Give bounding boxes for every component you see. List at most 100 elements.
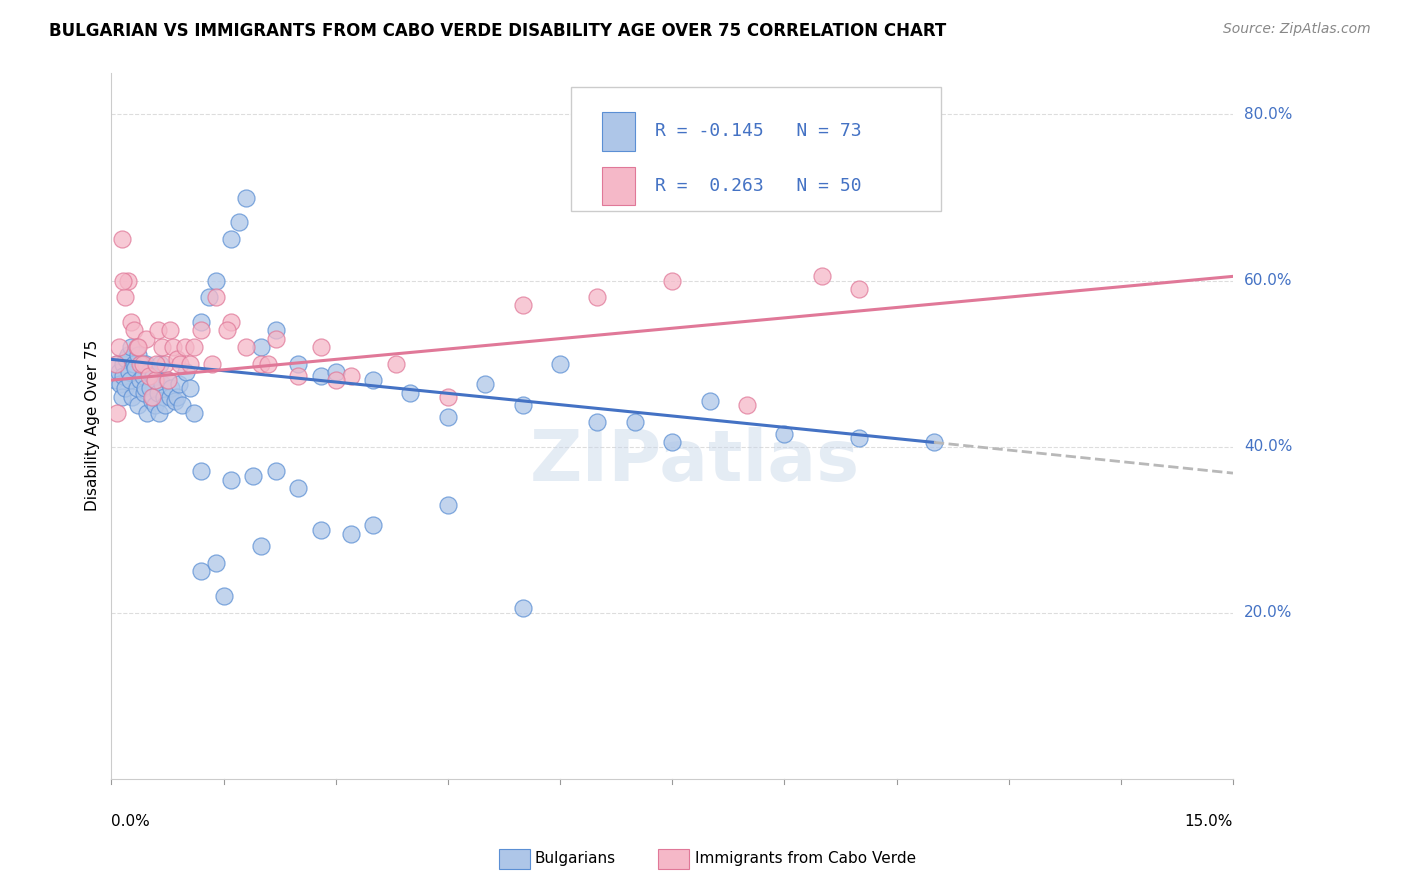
Point (135, 332, 157, 346)
Point (141, 390, 163, 404)
Point (156, 373, 179, 387)
Point (848, 282, 870, 296)
Point (235, 190, 257, 204)
Point (167, 377, 190, 392)
Point (437, 410, 460, 425)
Y-axis label: Disability Age Over 75: Disability Age Over 75 (86, 340, 100, 511)
Point (125, 381, 148, 395)
Point (135, 357, 157, 371)
Point (190, 465, 212, 479)
Point (127, 398, 149, 412)
Point (160, 381, 183, 395)
Text: BULGARIAN VS IMMIGRANTS FROM CABO VERDE DISABILITY AGE OVER 75 CORRELATION CHART: BULGARIAN VS IMMIGRANTS FROM CABO VERDE … (49, 22, 946, 40)
Point (183, 406, 205, 420)
Point (325, 365, 347, 379)
Text: 0.0%: 0.0% (111, 814, 150, 829)
Point (131, 357, 153, 371)
Point (242, 468, 264, 483)
Point (105, 357, 128, 371)
Point (136, 406, 159, 420)
Point (112, 273, 135, 287)
Text: 80.0%: 80.0% (1244, 107, 1292, 122)
Point (172, 398, 194, 412)
Point (146, 385, 169, 400)
Point (179, 381, 201, 395)
Point (922, 435, 945, 450)
Text: ZIPatlas: ZIPatlas (530, 426, 859, 496)
Text: R = -0.145   N = 73: R = -0.145 N = 73 (655, 122, 862, 140)
Point (124, 360, 146, 375)
Point (735, 398, 758, 412)
Point (179, 357, 201, 371)
Point (132, 369, 155, 384)
Point (148, 406, 170, 420)
Point (512, 601, 534, 615)
Point (773, 427, 796, 442)
Point (138, 365, 160, 379)
Point (125, 340, 148, 354)
FancyBboxPatch shape (602, 167, 636, 205)
Point (205, 290, 228, 304)
Point (848, 431, 870, 445)
Point (138, 369, 160, 384)
Point (309, 340, 332, 354)
Point (118, 365, 141, 379)
Point (157, 373, 180, 387)
Point (287, 357, 309, 371)
Point (287, 369, 309, 384)
Text: 40.0%: 40.0% (1244, 439, 1292, 454)
Point (699, 393, 721, 408)
Point (142, 390, 165, 404)
Point (155, 398, 177, 412)
Point (134, 385, 156, 400)
Point (512, 398, 534, 412)
Point (112, 369, 135, 384)
Text: Immigrants from Cabo Verde: Immigrants from Cabo Verde (695, 851, 915, 865)
Point (250, 357, 273, 371)
Point (264, 332, 287, 346)
Point (309, 369, 332, 384)
Point (217, 323, 239, 337)
Point (115, 352, 138, 367)
Point (228, 215, 250, 229)
Point (190, 564, 212, 578)
Point (361, 373, 384, 387)
Point (117, 348, 139, 362)
Text: 60.0%: 60.0% (1244, 273, 1292, 288)
Point (141, 393, 163, 408)
Point (810, 269, 832, 284)
Point (264, 323, 287, 337)
Point (548, 357, 571, 371)
Point (150, 377, 173, 392)
Point (127, 340, 149, 354)
Text: R =  0.263   N = 50: R = 0.263 N = 50 (655, 178, 862, 195)
Point (114, 381, 136, 395)
Point (159, 390, 181, 404)
Point (339, 369, 361, 384)
Point (169, 357, 191, 371)
Point (361, 518, 384, 533)
Point (197, 290, 219, 304)
Text: 20.0%: 20.0% (1244, 605, 1292, 620)
Point (120, 315, 142, 329)
Point (146, 323, 169, 337)
Text: Bulgarians: Bulgarians (534, 851, 616, 865)
Point (110, 377, 132, 392)
Point (166, 390, 188, 404)
Point (219, 315, 242, 329)
Point (173, 340, 195, 354)
Text: 15.0%: 15.0% (1185, 814, 1233, 829)
Point (437, 390, 460, 404)
Point (120, 373, 142, 387)
Point (111, 390, 134, 404)
Point (128, 357, 150, 371)
Point (166, 352, 188, 367)
Point (128, 373, 150, 387)
Point (152, 390, 174, 404)
Text: Source: ZipAtlas.com: Source: ZipAtlas.com (1223, 22, 1371, 37)
Point (122, 323, 145, 337)
Point (183, 340, 205, 354)
Point (117, 273, 139, 287)
Point (384, 357, 406, 371)
Point (235, 340, 257, 354)
